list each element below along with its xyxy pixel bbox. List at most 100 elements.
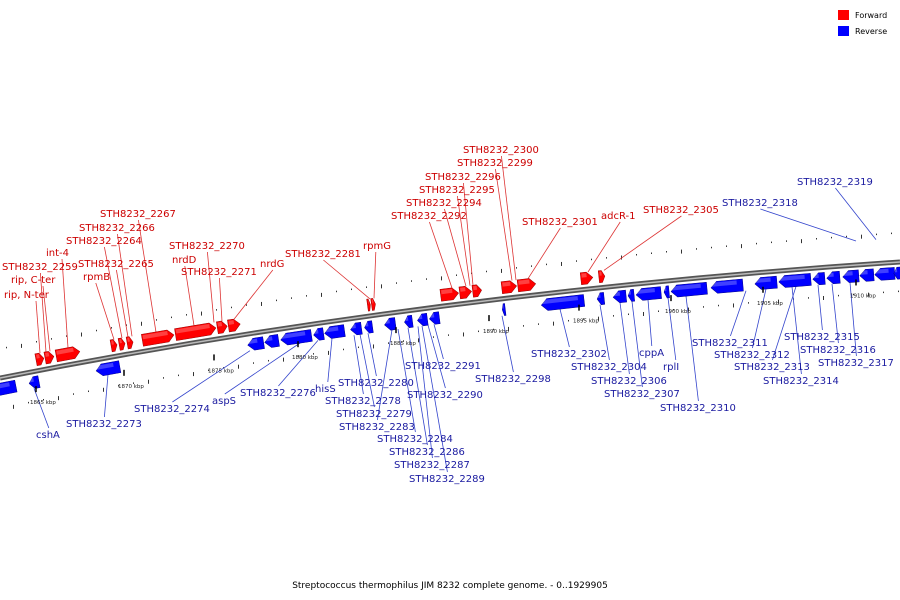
reverse-gene-39[interactable] [663, 285, 670, 299]
legend: Forward Reverse [838, 10, 887, 36]
forward-gene-label-16: STH8232_2294 [406, 198, 482, 209]
reverse-gene-14[interactable] [264, 334, 280, 348]
reverse-gene-34[interactable] [596, 292, 606, 305]
scale-ticks: 1865 kbp 1870 kbp 1875 kbp 1880 kbp 1885 kbp… [30, 279, 876, 406]
reverse-gene-label-24: STH8232_2311 [692, 338, 768, 349]
reverse-gene-37[interactable] [627, 288, 635, 302]
reverse-gene-1[interactable] [28, 375, 41, 390]
tick-2: 1875 kbp [208, 354, 234, 374]
tick-5: 1890 kbp [483, 315, 509, 335]
reverse-gene-25[interactable] [429, 311, 441, 325]
forward-gene-30[interactable] [500, 280, 518, 294]
reverse-gene-label-26: STH8232_2313 [734, 362, 810, 373]
reverse-gene-17[interactable] [324, 324, 346, 340]
forward-gene-9[interactable] [141, 329, 175, 347]
reverse-gene-19[interactable] [364, 320, 374, 334]
svg-text:1905 kbp: 1905 kbp [757, 301, 783, 307]
reverse-gene-32[interactable] [540, 294, 586, 311]
tick-7: 1900 kbp [665, 295, 691, 315]
forward-gene-label-18: STH8232_2296 [425, 172, 501, 183]
reverse-gene-label-20: STH8232_2307 [604, 389, 680, 400]
forward-gene-label-20: STH8232_2300 [463, 145, 539, 156]
reverse-gene-13[interactable] [247, 336, 265, 351]
reverse-gene-45[interactable] [826, 270, 841, 284]
forward-gene-31[interactable] [516, 278, 537, 293]
tick-3: 1880 kbp [292, 341, 318, 361]
reverse-gene-0[interactable] [0, 379, 18, 396]
reverse-gene-label-5: hisS [315, 384, 336, 395]
svg-text:1885 kbp: 1885 kbp [390, 341, 416, 347]
svg-text:1875 kbp: 1875 kbp [208, 368, 234, 374]
reverse-gene-label-29: STH8232_2316 [800, 345, 876, 356]
tick-4: 1885 kbp [390, 327, 416, 347]
reverse-gene-36[interactable] [612, 289, 627, 304]
forward-gene-10[interactable] [174, 322, 217, 341]
forward-gene-11[interactable] [216, 320, 228, 334]
reverse-gene-15[interactable] [280, 329, 313, 346]
reverse-gene-2[interactable] [95, 360, 122, 377]
reverse-gene-label-32: STH8232_2319 [797, 177, 873, 188]
reverse-gene-label-11: STH8232_2286 [389, 447, 465, 458]
forward-gene-6[interactable] [109, 339, 118, 353]
forward-gene-label-8: STH8232_2267 [100, 209, 176, 220]
reverse-gene-42[interactable] [754, 275, 778, 290]
forward-gene-5[interactable] [54, 346, 81, 363]
forward-gene-label-21: STH8232_2301 [522, 217, 598, 228]
reverse-gene-label-3: aspS [212, 396, 236, 407]
reverse-gene-40[interactable] [670, 281, 708, 298]
reverse-gene-label-10: STH8232_2284 [377, 434, 453, 445]
forward-gene-26[interactable] [439, 287, 459, 302]
reverse-gene-23[interactable] [404, 314, 414, 328]
legend-forward-swatch [838, 10, 849, 20]
reverse-gene-label-16: STH8232_2298 [475, 374, 551, 385]
reverse-gene-label-8: STH8232_2280 [338, 378, 414, 389]
forward-gene-label-23: STH8232_2305 [643, 205, 719, 216]
forward-gene-33[interactable] [579, 271, 594, 285]
reverse-gene-49[interactable] [893, 266, 900, 280]
label-leader-lines [33, 155, 877, 473]
forward-gene-8[interactable] [125, 336, 134, 350]
forward-gene-label-9: nrdD [172, 255, 197, 266]
reverse-gene-22[interactable] [384, 317, 397, 331]
forward-gene-28[interactable] [471, 284, 482, 298]
reverse-gene-48[interactable] [874, 267, 896, 281]
reverse-gene-46[interactable] [842, 269, 860, 283]
reverse-gene-label-9: STH8232_2283 [339, 422, 415, 433]
forward-gene-label-1: rip, C-ter [11, 275, 56, 286]
svg-text:1910 kbp: 1910 kbp [850, 293, 876, 299]
reverse-gene-label-12: STH8232_2287 [394, 460, 470, 471]
reverse-gene-29[interactable] [502, 303, 507, 316]
reverse-gene-24[interactable] [417, 312, 429, 327]
forward-gene-label-5: STH8232_2265 [78, 259, 154, 270]
forward-gene-7[interactable] [117, 337, 126, 351]
reverse-gene-label-23: STH8232_2310 [660, 403, 736, 414]
reverse-gene-label-2: STH8232_2274 [134, 404, 210, 415]
reverse-gene-18[interactable] [350, 321, 363, 336]
legend-reverse-swatch [838, 26, 849, 36]
tick-6: 1895 kbp [573, 304, 599, 325]
svg-text:1890 kbp: 1890 kbp [483, 329, 509, 335]
reverse-gene-38[interactable] [635, 286, 662, 301]
forward-gene-12[interactable] [227, 318, 241, 333]
reverse-gene-43[interactable] [778, 273, 812, 288]
reverse-gene-44[interactable] [812, 272, 826, 286]
forward-gene-3[interactable] [34, 352, 45, 366]
forward-gene-20[interactable] [366, 298, 372, 312]
reverse-gene-41[interactable] [710, 278, 744, 294]
tick-9: 1910 kbp [850, 279, 876, 299]
forward-gene-label-15: STH8232_2292 [391, 211, 467, 222]
tick-0: 1865 kbp [30, 386, 56, 406]
forward-gene-4[interactable] [43, 351, 55, 365]
forward-gene-label-2: STH8232_2259 [2, 262, 78, 273]
forward-gene-21[interactable] [370, 298, 377, 311]
reverse-gene-16[interactable] [313, 327, 325, 341]
reverse-gene-47[interactable] [859, 268, 875, 282]
reverse-gene-label-27: STH8232_2314 [763, 376, 839, 387]
reverse-gene-label-25: STH8232_2312 [714, 350, 790, 361]
forward-gene-35[interactable] [597, 270, 606, 284]
forward-gene-27[interactable] [458, 285, 472, 300]
forward-gene-label-14: rpmG [363, 241, 391, 252]
genes [0, 266, 900, 396]
legend-forward-label: Forward [855, 11, 887, 20]
